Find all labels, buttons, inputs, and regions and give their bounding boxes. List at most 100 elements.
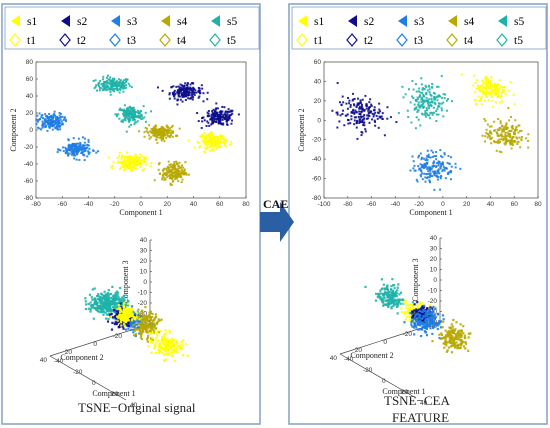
scatter-point — [507, 134, 510, 137]
scatter-point — [161, 130, 164, 133]
scatter-point — [434, 103, 437, 106]
legend-label: t4 — [464, 35, 473, 47]
scatter-point — [114, 315, 117, 319]
scatter-point — [483, 82, 486, 85]
scatter-point — [175, 160, 178, 163]
scatter-point — [116, 156, 119, 159]
scatter-point — [192, 87, 195, 90]
scatter-point — [377, 126, 380, 129]
scatter-point — [36, 118, 39, 121]
scatter-point — [403, 321, 406, 324]
scatter-point — [422, 314, 425, 318]
scatter-point — [169, 173, 172, 176]
scatter-point — [504, 89, 507, 92]
scatter-point — [424, 313, 427, 316]
scatter-point — [177, 171, 180, 174]
scatter-point — [391, 278, 394, 281]
scatter-point — [403, 311, 406, 314]
scatter-point — [94, 85, 97, 88]
scatter-point — [109, 93, 112, 96]
scatter-point — [106, 320, 110, 323]
scatter-point — [221, 118, 224, 121]
scatter-point — [117, 316, 120, 319]
x-tick-label: 20 — [401, 389, 409, 396]
scatter-point — [118, 305, 122, 308]
scatter-point — [505, 124, 508, 127]
scatter-point — [98, 298, 101, 302]
scatter-point — [421, 312, 425, 315]
scatter-point — [411, 308, 414, 311]
scatter-point — [197, 141, 200, 144]
scatter-point — [417, 154, 420, 157]
scatter-point — [51, 128, 54, 131]
scatter-point — [423, 316, 426, 320]
scatter-point — [380, 115, 383, 118]
scatter-point — [77, 137, 80, 140]
scatter-point — [505, 140, 508, 143]
scatter-point — [61, 123, 64, 126]
scatter-point — [395, 305, 399, 308]
scatter-point — [211, 111, 214, 114]
scatter-point — [114, 309, 117, 312]
scatter-point — [111, 301, 114, 305]
scatter-point — [425, 323, 428, 326]
scatter-point — [83, 137, 86, 140]
scatter-point — [441, 314, 445, 317]
scatter-point — [116, 297, 119, 301]
scatter-point — [211, 110, 214, 113]
scatter-point — [72, 145, 75, 148]
scatter-point — [415, 106, 418, 109]
scatter-point — [437, 106, 440, 109]
scatter-point — [504, 133, 507, 136]
scatter-point — [455, 338, 458, 341]
scatter-point — [126, 155, 129, 158]
x-tick-label: -60 — [367, 201, 377, 208]
scatter-point — [45, 115, 48, 118]
scatter-point — [95, 151, 98, 154]
scatter-point — [426, 323, 430, 326]
scatter-point — [426, 307, 429, 311]
scatter-point — [426, 101, 429, 104]
scatter-point — [136, 115, 139, 118]
scatter-point — [447, 333, 451, 337]
diamond-icon — [209, 33, 221, 47]
scatter-point — [139, 329, 142, 332]
scatter-point — [216, 107, 219, 110]
scatter-point — [145, 328, 148, 331]
scatter-point — [509, 132, 512, 135]
scatter-point — [125, 314, 128, 317]
scatter-point — [513, 129, 516, 132]
scatter-point — [424, 176, 427, 179]
scatter-point — [166, 337, 169, 340]
scatter-point — [102, 313, 105, 316]
scatter-point — [178, 173, 181, 176]
scatter-point — [429, 313, 432, 316]
scatter-point — [370, 104, 373, 107]
scatter-point — [99, 79, 102, 82]
scatter-point — [418, 308, 421, 311]
scatter-cluster-s2 — [156, 82, 209, 106]
scatter-point — [209, 118, 212, 121]
scatter-point — [79, 148, 82, 151]
scatter-point — [193, 94, 196, 97]
scatter-point — [181, 164, 184, 167]
scatter-point — [212, 140, 215, 143]
scatter-point — [149, 310, 152, 313]
scatter-point — [115, 81, 118, 84]
scatter-point — [183, 169, 186, 172]
scatter-point — [121, 307, 124, 310]
scatter-point — [417, 103, 420, 106]
scatter-point — [510, 142, 513, 145]
scatter-point — [346, 118, 349, 121]
scatter-point — [411, 95, 414, 98]
scatter-point — [154, 327, 157, 330]
scatter-point — [504, 143, 507, 146]
scatter-point — [80, 149, 83, 152]
scatter-point — [126, 304, 130, 307]
scatter-point — [395, 295, 398, 298]
scatter-point — [497, 94, 500, 97]
scatter-point — [518, 136, 521, 139]
scatter-point — [215, 143, 218, 146]
scatter-point — [139, 156, 142, 159]
scatter-point — [420, 170, 423, 173]
